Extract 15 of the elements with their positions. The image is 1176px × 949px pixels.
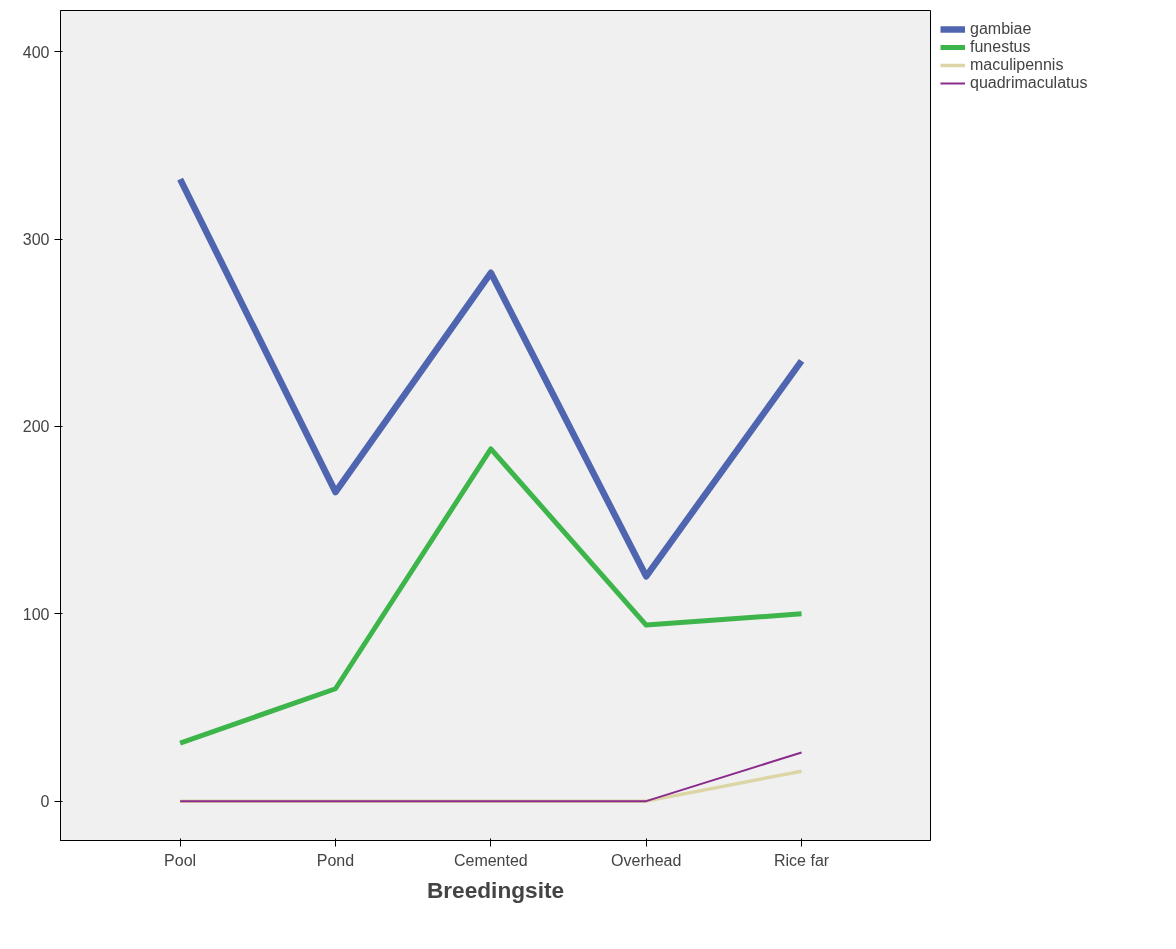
- x-tick-label: Rice far: [773, 851, 830, 869]
- y-tick-label: 400: [22, 43, 50, 61]
- x-tick-label: Overhead: [611, 851, 682, 869]
- x-tick-label: Cemented: [453, 851, 528, 869]
- y-tick-label: 0: [40, 793, 50, 811]
- y-tick-label: 100: [22, 605, 50, 623]
- y-tick-label: 300: [22, 231, 50, 249]
- legend-label: quadrimaculatus: [970, 74, 1088, 92]
- legend-label: maculipennis: [970, 56, 1064, 74]
- x-tick-label: Pool: [164, 851, 197, 869]
- x-tick-label: Pond: [316, 851, 355, 869]
- legend-label: gambiae: [970, 20, 1032, 38]
- y-tick-label: 200: [22, 418, 50, 436]
- x-axis-title: Breedingsite: [426, 876, 565, 903]
- legend-label: funestus: [970, 38, 1031, 56]
